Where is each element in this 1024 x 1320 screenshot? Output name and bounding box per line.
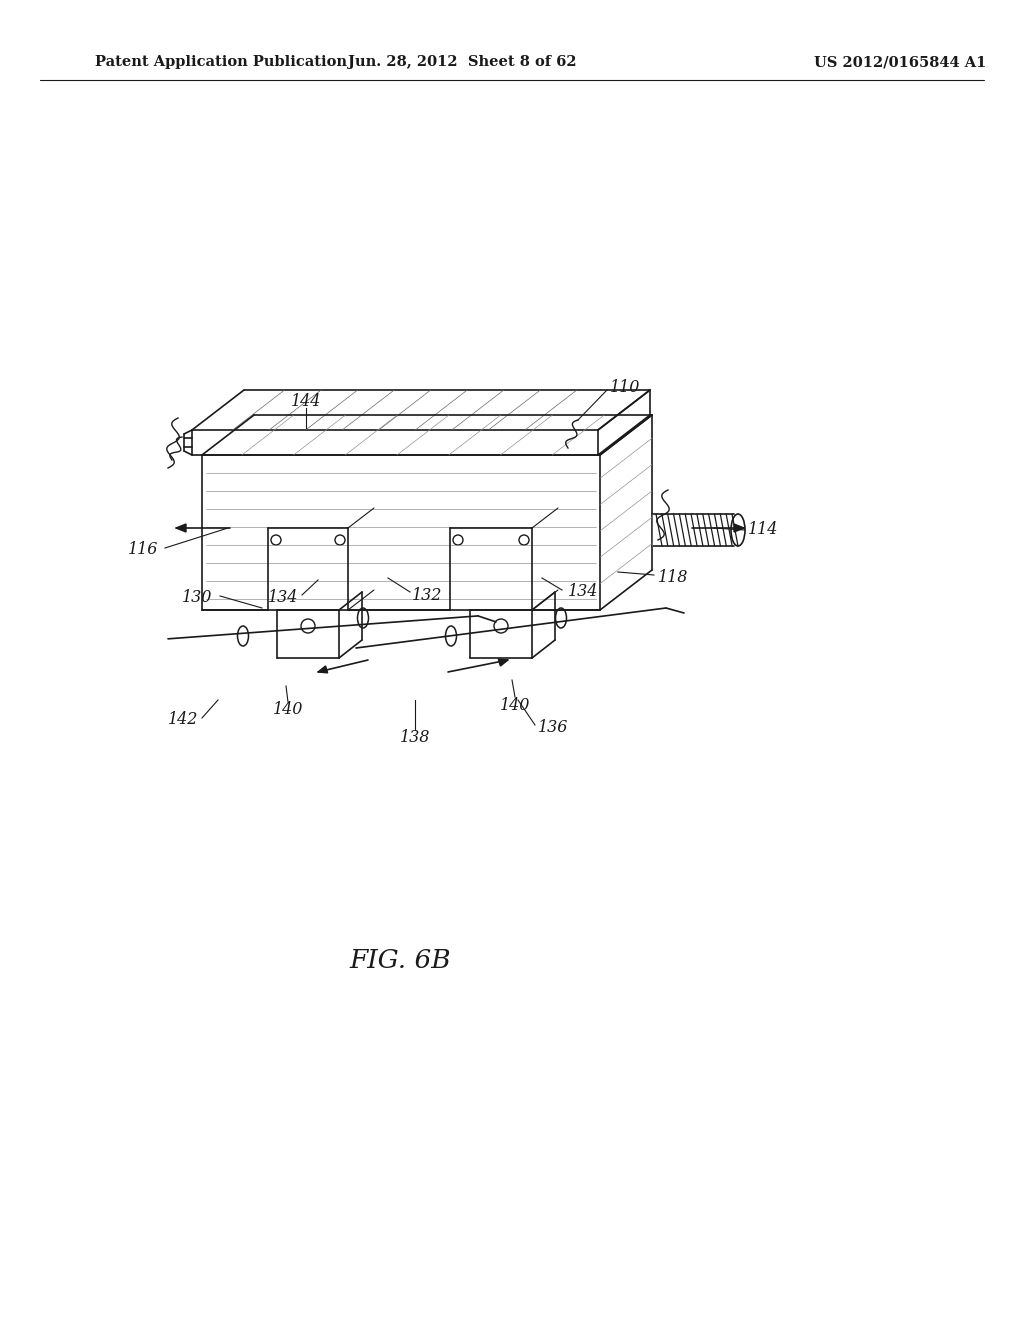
Polygon shape bbox=[176, 524, 186, 532]
Text: 138: 138 bbox=[399, 730, 430, 747]
Text: Patent Application Publication: Patent Application Publication bbox=[95, 55, 347, 69]
Text: 114: 114 bbox=[748, 521, 778, 539]
Text: 134: 134 bbox=[568, 583, 598, 601]
Text: US 2012/0165844 A1: US 2012/0165844 A1 bbox=[814, 55, 986, 69]
Text: 136: 136 bbox=[538, 719, 568, 737]
Polygon shape bbox=[318, 667, 328, 673]
Text: 110: 110 bbox=[610, 380, 640, 396]
Text: 142: 142 bbox=[168, 711, 198, 729]
Text: Jun. 28, 2012  Sheet 8 of 62: Jun. 28, 2012 Sheet 8 of 62 bbox=[348, 55, 577, 69]
Text: 140: 140 bbox=[500, 697, 530, 714]
Polygon shape bbox=[734, 524, 744, 532]
Text: 144: 144 bbox=[291, 393, 322, 411]
Text: 116: 116 bbox=[128, 541, 158, 558]
Text: 130: 130 bbox=[181, 590, 212, 606]
Text: 132: 132 bbox=[412, 586, 442, 603]
Polygon shape bbox=[499, 659, 508, 667]
Text: FIG. 6B: FIG. 6B bbox=[349, 948, 451, 973]
Text: 140: 140 bbox=[272, 701, 303, 718]
Text: 134: 134 bbox=[267, 590, 298, 606]
Text: 118: 118 bbox=[658, 569, 688, 586]
